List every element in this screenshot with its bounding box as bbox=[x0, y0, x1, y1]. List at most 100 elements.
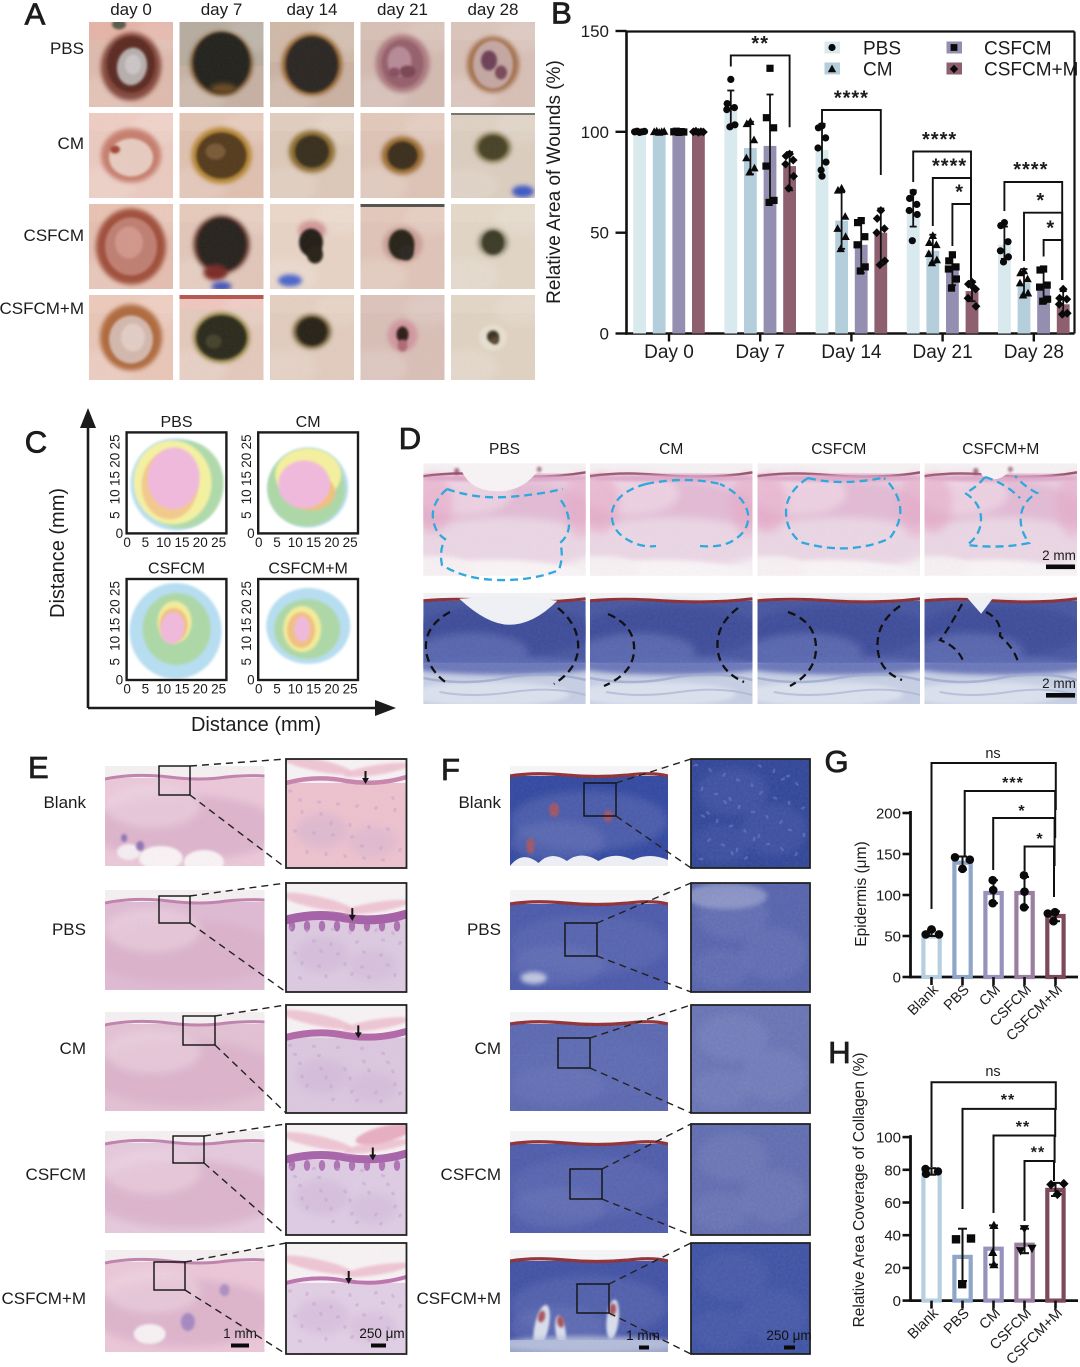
svg-text:CM: CM bbox=[60, 1039, 86, 1058]
svg-text:25: 25 bbox=[211, 535, 226, 550]
svg-text:****: **** bbox=[922, 129, 957, 151]
svg-text:50: 50 bbox=[884, 929, 901, 946]
svg-text:0: 0 bbox=[247, 526, 255, 541]
svg-text:25: 25 bbox=[343, 535, 358, 550]
svg-text:CM: CM bbox=[475, 1039, 501, 1058]
svg-text:15: 15 bbox=[174, 535, 189, 550]
svg-text:0: 0 bbox=[123, 682, 131, 697]
svg-text:50: 50 bbox=[590, 224, 609, 243]
svg-text:Distance (mm): Distance (mm) bbox=[47, 488, 69, 618]
svg-text:day 21: day 21 bbox=[377, 0, 428, 19]
svg-text:****: **** bbox=[834, 88, 869, 110]
svg-text:25: 25 bbox=[108, 581, 123, 596]
svg-text:E: E bbox=[28, 750, 49, 785]
svg-text:200: 200 bbox=[876, 806, 901, 823]
svg-text:G: G bbox=[824, 744, 848, 779]
svg-text:60: 60 bbox=[884, 1195, 901, 1212]
svg-text:CSFCM+M: CSFCM+M bbox=[416, 1289, 501, 1308]
svg-text:day 7: day 7 bbox=[201, 0, 243, 19]
svg-text:5: 5 bbox=[273, 535, 281, 550]
svg-text:Day 28: Day 28 bbox=[1004, 342, 1064, 363]
svg-text:250 μm: 250 μm bbox=[359, 1326, 404, 1341]
svg-text:20: 20 bbox=[108, 599, 123, 614]
svg-text:CSFCM+M: CSFCM+M bbox=[962, 441, 1039, 458]
svg-text:150: 150 bbox=[581, 22, 609, 41]
svg-text:0: 0 bbox=[247, 673, 255, 688]
svg-text:10: 10 bbox=[108, 489, 123, 504]
svg-text:5: 5 bbox=[108, 658, 123, 666]
svg-text:CSFCM+M: CSFCM+M bbox=[1, 1289, 86, 1308]
svg-text:15: 15 bbox=[174, 682, 189, 697]
svg-text:*: * bbox=[1018, 803, 1025, 820]
svg-text:5: 5 bbox=[108, 511, 123, 519]
svg-text:5: 5 bbox=[273, 682, 281, 697]
svg-text:PBS: PBS bbox=[489, 441, 520, 458]
svg-text:100: 100 bbox=[876, 1130, 901, 1147]
svg-text:15: 15 bbox=[239, 471, 254, 486]
svg-text:25: 25 bbox=[343, 682, 358, 697]
svg-text:1 mm: 1 mm bbox=[626, 1328, 660, 1343]
svg-text:F: F bbox=[441, 752, 460, 787]
svg-text:2 mm: 2 mm bbox=[1042, 676, 1076, 691]
svg-text:0: 0 bbox=[255, 682, 263, 697]
svg-text:H: H bbox=[828, 1035, 850, 1070]
svg-text:15: 15 bbox=[108, 471, 123, 486]
svg-text:Relative Area Coverage of Coll: Relative Area Coverage of Collagen (%) bbox=[851, 1053, 868, 1328]
svg-text:15: 15 bbox=[108, 618, 123, 633]
svg-text:day 28: day 28 bbox=[467, 0, 518, 19]
svg-text:0: 0 bbox=[893, 970, 901, 987]
svg-text:2 mm: 2 mm bbox=[1042, 548, 1076, 563]
svg-text:**: ** bbox=[1031, 1145, 1045, 1162]
svg-text:Blank: Blank bbox=[43, 793, 86, 812]
svg-text:5: 5 bbox=[239, 511, 254, 519]
svg-text:day 14: day 14 bbox=[286, 0, 337, 19]
svg-text:1 mm: 1 mm bbox=[223, 1326, 257, 1341]
svg-text:0: 0 bbox=[600, 325, 609, 344]
svg-text:0: 0 bbox=[116, 673, 124, 688]
svg-text:0: 0 bbox=[893, 1293, 901, 1310]
svg-text:5: 5 bbox=[142, 535, 150, 550]
svg-text:CM: CM bbox=[659, 441, 683, 458]
svg-text:CSFCM: CSFCM bbox=[148, 561, 205, 578]
svg-text:****: **** bbox=[1013, 159, 1048, 181]
svg-text:*: * bbox=[955, 182, 964, 204]
svg-text:20: 20 bbox=[193, 682, 208, 697]
svg-text:250 μm: 250 μm bbox=[766, 1328, 811, 1343]
svg-text:CSFCM: CSFCM bbox=[441, 1165, 501, 1184]
svg-text:5: 5 bbox=[142, 682, 150, 697]
svg-text:PBS: PBS bbox=[467, 920, 501, 939]
svg-text:Blank: Blank bbox=[458, 793, 501, 812]
svg-text:0: 0 bbox=[123, 535, 131, 550]
svg-text:20: 20 bbox=[108, 453, 123, 468]
svg-text:**: ** bbox=[751, 33, 769, 55]
svg-text:*: * bbox=[1046, 218, 1055, 240]
svg-text:D: D bbox=[399, 421, 421, 456]
svg-text:10: 10 bbox=[288, 682, 303, 697]
svg-text:10: 10 bbox=[108, 636, 123, 651]
svg-text:20: 20 bbox=[239, 453, 254, 468]
svg-text:B: B bbox=[551, 0, 572, 31]
svg-text:15: 15 bbox=[306, 535, 321, 550]
svg-text:CSFCM: CSFCM bbox=[24, 226, 84, 245]
svg-text:PBS: PBS bbox=[863, 39, 901, 60]
svg-text:Day 21: Day 21 bbox=[912, 342, 972, 363]
svg-text:Day 0: Day 0 bbox=[644, 342, 694, 363]
svg-text:15: 15 bbox=[306, 682, 321, 697]
svg-text:150: 150 bbox=[876, 847, 901, 864]
svg-text:CSFCM+M: CSFCM+M bbox=[0, 299, 84, 318]
svg-text:Relative Area of Wounds (%): Relative Area of Wounds (%) bbox=[544, 60, 565, 304]
svg-text:Day 7: Day 7 bbox=[735, 342, 785, 363]
svg-text:10: 10 bbox=[239, 636, 254, 651]
svg-text:20: 20 bbox=[193, 535, 208, 550]
svg-text:5: 5 bbox=[239, 658, 254, 666]
svg-text:***: *** bbox=[1002, 775, 1024, 792]
svg-text:*: * bbox=[1036, 190, 1045, 212]
svg-text:**: ** bbox=[1001, 1092, 1015, 1109]
svg-text:Epidermis (μm): Epidermis (μm) bbox=[853, 841, 870, 946]
svg-text:10: 10 bbox=[239, 489, 254, 504]
svg-text:40: 40 bbox=[884, 1228, 901, 1245]
svg-text:C: C bbox=[25, 425, 47, 460]
svg-text:CSFCM: CSFCM bbox=[26, 1165, 86, 1184]
svg-text:Day 14: Day 14 bbox=[821, 342, 882, 363]
svg-text:**: ** bbox=[1016, 1119, 1030, 1136]
